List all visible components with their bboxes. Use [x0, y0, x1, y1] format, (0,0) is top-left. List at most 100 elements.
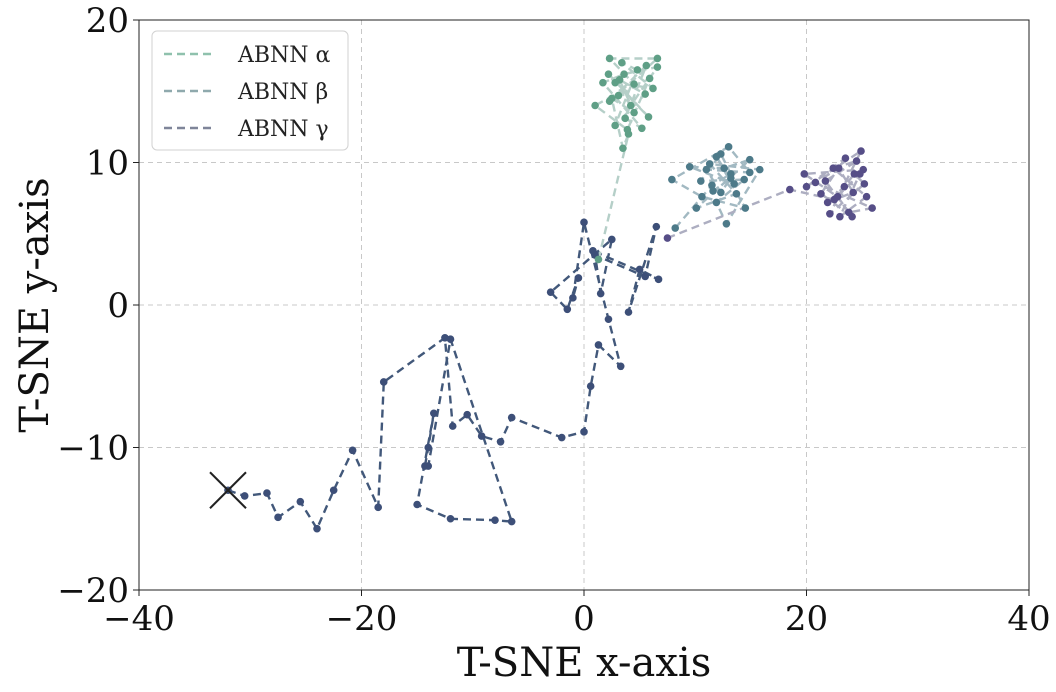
- data-point: [745, 155, 754, 164]
- data-point: [857, 147, 865, 155]
- data-point: [702, 165, 711, 174]
- data-point: [724, 143, 733, 151]
- data-point: [727, 174, 735, 182]
- data-point: [826, 210, 834, 218]
- data-point: [296, 497, 305, 506]
- data-point: [653, 54, 662, 63]
- data-point: [722, 219, 731, 228]
- data-point: [641, 272, 649, 281]
- data-point: [833, 192, 842, 201]
- data-point: [463, 410, 471, 419]
- x-axis-label: T-SNE x-axis: [457, 640, 711, 686]
- data-point: [424, 462, 433, 470]
- data-point: [841, 154, 850, 163]
- data-point: [348, 446, 357, 455]
- data-point: [240, 492, 249, 500]
- data-point: [654, 275, 663, 284]
- data-point: [859, 165, 868, 174]
- y-tick-label: −20: [57, 571, 129, 611]
- grid-lines: [139, 20, 1029, 590]
- data-point: [608, 235, 616, 244]
- data-point: [596, 289, 605, 298]
- data-point: [611, 121, 619, 130]
- data-point: [605, 97, 614, 106]
- data-point: [430, 409, 438, 418]
- data-point: [563, 305, 572, 314]
- data-point: [755, 165, 764, 174]
- start-marker: [209, 471, 247, 509]
- data-point: [604, 315, 613, 324]
- y-tick-label: 10: [86, 144, 129, 184]
- data-point: [589, 247, 597, 255]
- data-point: [633, 66, 642, 74]
- data-point: [586, 382, 595, 391]
- data-point: [652, 222, 661, 231]
- data-point: [840, 182, 849, 191]
- data-point: [850, 170, 859, 178]
- x-tick-label: 0: [573, 599, 595, 639]
- data-point: [829, 164, 837, 172]
- data-point: [692, 204, 701, 212]
- data-point: [630, 80, 638, 88]
- series-path-1: [227, 222, 660, 532]
- data-point: [663, 234, 672, 242]
- data-point: [800, 170, 809, 178]
- y-tick-label: −10: [57, 429, 129, 469]
- data-point: [645, 74, 654, 83]
- data-point: [817, 190, 825, 198]
- data-point: [860, 180, 869, 188]
- data-point: [671, 224, 680, 232]
- data-point: [594, 341, 603, 349]
- data-point: [507, 517, 516, 526]
- data-point: [599, 78, 607, 87]
- data-point: [720, 164, 728, 172]
- data-point: [491, 516, 499, 524]
- data-point: [477, 432, 486, 440]
- data-point: [741, 204, 750, 212]
- legend-label: ABNN α: [237, 43, 331, 68]
- data-point: [630, 108, 638, 117]
- data-point: [604, 70, 613, 78]
- data-point: [862, 192, 871, 201]
- data-point: [642, 61, 651, 70]
- data-point: [836, 212, 844, 221]
- x-tick-label: −20: [326, 599, 398, 639]
- data-point: [446, 514, 455, 523]
- legend-label: ABNN γ: [237, 117, 329, 142]
- data-point: [611, 78, 619, 87]
- data-point: [712, 198, 721, 207]
- y-ticks: −20 −10 0 10 20: [57, 1, 139, 611]
- legend: ABNN α ABNN β ABNN γ: [151, 30, 349, 151]
- y-axis-label: T-SNE y-axis: [12, 177, 58, 432]
- data-point: [732, 190, 741, 198]
- data-point: [446, 335, 455, 344]
- data-point: [620, 70, 628, 78]
- series-path-4: [669, 145, 762, 229]
- data-point: [621, 114, 629, 123]
- data-point: [574, 274, 583, 282]
- data-point: [619, 144, 627, 153]
- x-tick-label: 20: [785, 599, 828, 639]
- y-tick-label: 0: [107, 286, 129, 326]
- data-point: [786, 185, 794, 194]
- data-point: [546, 288, 555, 296]
- data-point: [705, 160, 714, 168]
- data-point: [848, 212, 856, 221]
- series-path-2: [415, 338, 514, 523]
- data-point: [698, 192, 706, 201]
- data-point: [569, 294, 577, 302]
- data-point: [641, 90, 649, 98]
- data-point: [580, 218, 588, 227]
- data-point: [834, 164, 843, 172]
- data-point: [638, 124, 646, 133]
- data-point: [821, 177, 830, 185]
- data-point: [708, 181, 716, 190]
- data-point: [624, 308, 633, 316]
- data-point: [274, 513, 282, 522]
- data-point: [379, 378, 388, 386]
- y-tick-label: 20: [86, 1, 129, 41]
- start-x-mark-stroke: [209, 471, 247, 509]
- data-point: [329, 486, 338, 495]
- data-point: [668, 175, 676, 184]
- data-point: [496, 438, 505, 446]
